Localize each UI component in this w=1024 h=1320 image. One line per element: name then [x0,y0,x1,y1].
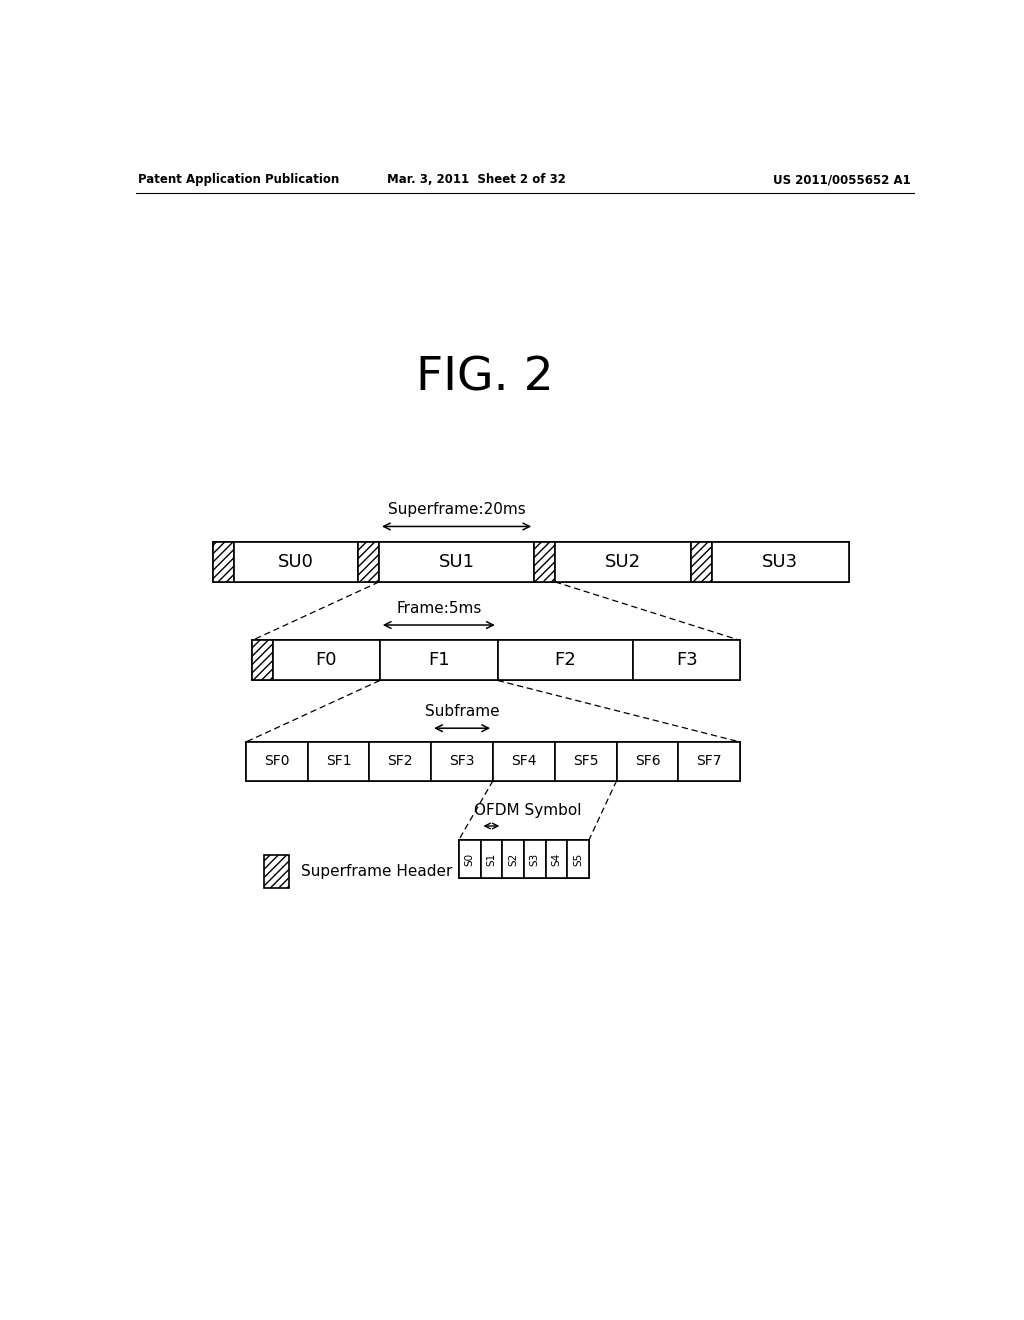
Bar [380,640,498,681]
Bar [370,742,431,780]
Text: F1: F1 [428,652,450,669]
Bar [459,840,480,878]
Bar [616,742,679,780]
Text: US 2011/0055652 A1: US 2011/0055652 A1 [773,173,910,186]
Text: SU3: SU3 [762,553,799,570]
Text: SF6: SF6 [635,754,660,768]
Text: F3: F3 [676,652,697,669]
Text: SF7: SF7 [696,754,722,768]
Bar [546,840,567,878]
Bar [246,742,307,780]
Text: SF2: SF2 [387,754,413,768]
Text: Subframe: Subframe [425,704,500,719]
Bar [690,541,712,582]
Text: S5: S5 [573,853,584,866]
Bar [234,541,358,582]
Text: OFDM Symbol: OFDM Symbol [474,803,582,817]
Text: F2: F2 [555,652,577,669]
Text: Frame:5ms: Frame:5ms [396,601,481,616]
Bar [273,640,380,681]
Text: S2: S2 [508,853,518,866]
Text: FIG. 2: FIG. 2 [416,355,553,400]
Bar [358,541,379,582]
Text: SF5: SF5 [573,754,598,768]
Bar [493,742,555,780]
Bar [307,742,370,780]
Bar [679,742,740,780]
Bar [712,541,849,582]
Text: SF0: SF0 [264,754,290,768]
Bar [213,541,234,582]
Text: S0: S0 [465,853,475,866]
Text: F0: F0 [315,652,337,669]
Bar [480,840,502,878]
Bar [524,840,546,878]
Text: Superframe Header: Superframe Header [301,865,453,879]
Text: S1: S1 [486,853,497,866]
Text: SU2: SU2 [605,553,641,570]
Bar [502,840,524,878]
Text: Mar. 3, 2011  Sheet 2 of 32: Mar. 3, 2011 Sheet 2 of 32 [387,173,566,186]
Bar [555,541,690,582]
Bar [213,541,849,582]
Text: SF3: SF3 [450,754,475,768]
Bar [459,840,589,878]
Bar [555,742,616,780]
Text: S4: S4 [552,853,561,866]
Text: SU0: SU0 [279,553,314,570]
Text: SF4: SF4 [511,754,537,768]
Bar [535,541,555,582]
Bar [498,640,633,681]
Bar [431,742,493,780]
Bar [567,840,589,878]
Text: Superframe:20ms: Superframe:20ms [388,502,525,517]
Bar [379,541,535,582]
Text: Patent Application Publication: Patent Application Publication [138,173,339,186]
Bar [252,640,273,681]
Text: S3: S3 [529,853,540,866]
Bar [246,742,740,780]
Text: SU1: SU1 [438,553,474,570]
Bar [263,855,289,888]
Bar [252,640,740,681]
Bar [633,640,740,681]
Text: SF1: SF1 [326,754,351,768]
